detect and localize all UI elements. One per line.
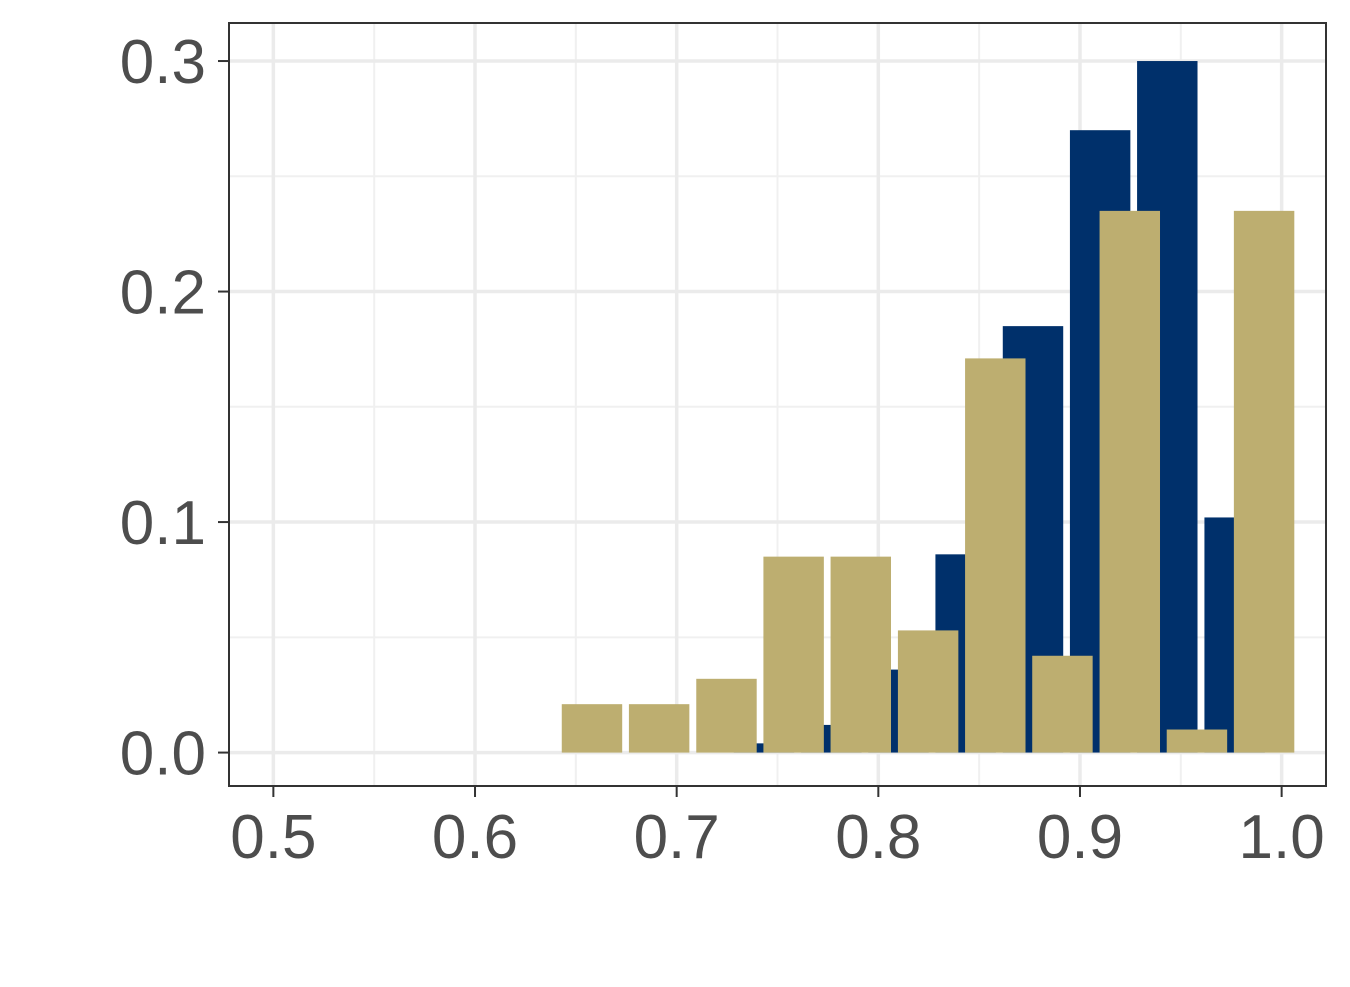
y-tick-label: 0.1 (120, 489, 206, 558)
bar-series-2 (830, 556, 892, 753)
bars (561, 61, 1295, 753)
y-axis-tick-labels: 0.0 0.1 0.2 0.3 (120, 28, 206, 789)
bar-series-2 (561, 704, 623, 753)
x-tick-label: 0.9 (1037, 803, 1123, 872)
y-tick-label: 0.3 (120, 28, 206, 97)
bar-series-2 (763, 556, 824, 753)
bar-series-2 (1233, 210, 1295, 753)
bar-series-2 (1166, 729, 1228, 753)
bar-series-2 (1099, 210, 1161, 753)
bar-series-2 (965, 358, 1026, 753)
y-tick-label: 0.0 (120, 720, 206, 789)
y-tick-label: 0.2 (120, 259, 206, 328)
bar-series-2 (897, 630, 959, 753)
bar-series-2 (628, 704, 690, 753)
plot-border (228, 22, 1327, 787)
x-axis-tick-labels: 0.5 0.6 0.7 0.8 0.9 1.0 (230, 803, 1324, 872)
x-tick-label: 1.0 (1239, 803, 1325, 872)
bar-series-2 (1032, 655, 1093, 753)
axis-ticks (218, 60, 1283, 797)
bar-series-2 (696, 678, 757, 753)
x-tick-label: 0.6 (432, 803, 518, 872)
x-tick-label: 0.7 (634, 803, 720, 872)
x-tick-label: 0.5 (230, 803, 316, 872)
x-tick-label: 0.8 (835, 803, 921, 872)
